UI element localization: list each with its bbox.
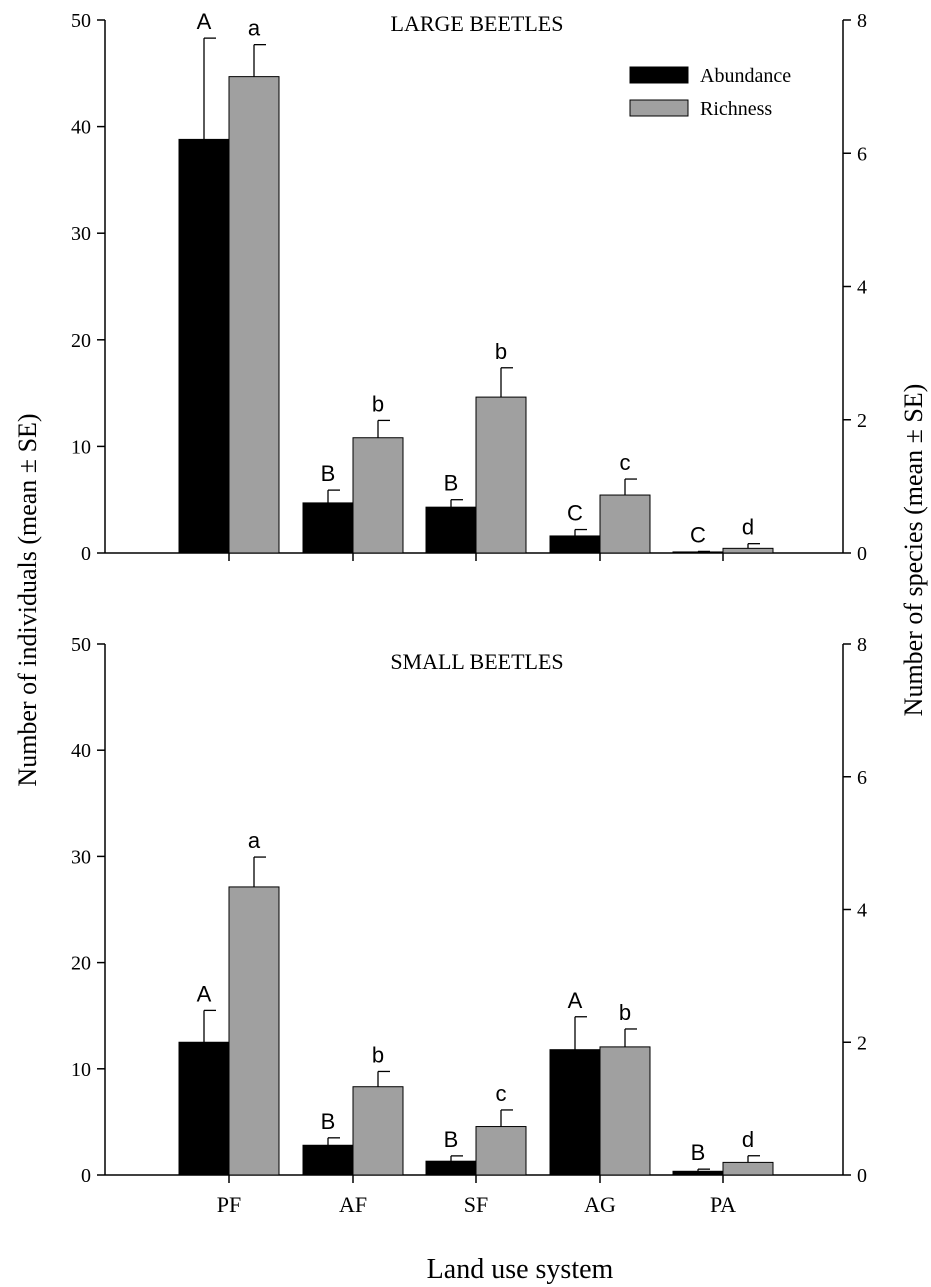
- panel-small-beetles: 0 10 20 30 40 50 0 2 4 6 8 PF AF SF AG PA SMALL BEETLES A…: [71, 634, 867, 1217]
- significance-letter-richness-pf: a: [248, 828, 261, 853]
- y-right-tick-label: 0: [857, 543, 867, 565]
- bar-large-abundance-ag: [549, 535, 601, 554]
- significance-letter-richness-af: b: [372, 1042, 384, 1067]
- x-tick-label-ag: AG: [584, 1192, 616, 1217]
- y-left-tick-label: 50: [71, 10, 91, 32]
- bar-large-richness-pa: [722, 547, 774, 554]
- bar-small-abundance-sf: [425, 1160, 477, 1176]
- y-right-tick-label: 6: [857, 143, 867, 165]
- y-right-tick-label: 2: [857, 410, 867, 432]
- legend-label-richness: Richness: [700, 98, 772, 120]
- bar-large-abundance-sf: [425, 506, 477, 554]
- y-right-tick-label: 0: [857, 1165, 867, 1187]
- bar-small-abundance-pf: [178, 1041, 230, 1176]
- y-left-tick-label: 30: [71, 846, 91, 868]
- significance-letter-abundance-sf: B: [444, 1127, 459, 1152]
- significance-letter-abundance-af: B: [321, 1109, 336, 1134]
- bar-small-abundance-pa: [672, 1170, 724, 1176]
- y-left-tick-label: 0: [81, 1165, 91, 1187]
- x-tick-label-sf: SF: [464, 1192, 488, 1217]
- x-tick-label-pa: PA: [710, 1192, 736, 1217]
- bar-small-richness-pa: [722, 1161, 774, 1176]
- y-right-tick-label: 2: [857, 1032, 867, 1054]
- legend-swatch-richness: [629, 99, 689, 117]
- bar-large-richness-sf: [475, 396, 527, 554]
- y-right-tick-label: 4: [857, 900, 867, 922]
- bar-large-abundance-pf: [178, 138, 230, 554]
- y-left-tick-label: 20: [71, 330, 91, 352]
- y-right-tick-label: 8: [857, 10, 867, 32]
- significance-letter-abundance-pf: A: [197, 9, 212, 34]
- panel-title: SMALL BEETLES: [390, 649, 563, 674]
- y-left-tick-label: 10: [71, 1059, 91, 1081]
- y-right-tick-label: 8: [857, 634, 867, 656]
- significance-letter-abundance-af: B: [321, 461, 336, 486]
- x-tick-label-af: AF: [339, 1192, 367, 1217]
- significance-letter-abundance-pf: A: [197, 981, 212, 1006]
- y-axis-left-label: Number of individuals (mean ± SE): [13, 413, 42, 786]
- bar-large-richness-af: [352, 437, 404, 554]
- significance-letter-abundance-pa: B: [691, 1140, 706, 1165]
- significance-letter-richness-sf: c: [496, 1081, 507, 1106]
- panel-large-beetles: 0 10 20 30 40 50 0 2 4 6 8 LARGE BEETLES A a Bb Bb Cc C d: [71, 9, 867, 565]
- y-left-tick-label: 30: [71, 223, 91, 245]
- y-axis-right-label: Number of species (mean ± SE): [899, 384, 928, 717]
- bar-large-richness-ag: [599, 494, 651, 554]
- significance-letter-richness-ag: c: [620, 450, 631, 475]
- bar-large-abundance-af: [302, 502, 354, 554]
- bar-small-richness-pf: [228, 886, 280, 1176]
- significance-letter-richness-pf: a: [248, 16, 261, 41]
- significance-letter-richness-ag: b: [619, 1000, 631, 1025]
- significance-letter-richness-pa: d: [742, 1127, 754, 1152]
- bar-large-richness-pf: [228, 76, 280, 554]
- y-right-tick-label: 6: [857, 767, 867, 789]
- y-left-tick-label: 10: [71, 436, 91, 458]
- x-tick-label-pf: PF: [217, 1192, 241, 1217]
- significance-letter-richness-pa: d: [742, 515, 754, 540]
- y-left-tick-label: 50: [71, 634, 91, 656]
- bar-small-abundance-ag: [549, 1049, 601, 1176]
- significance-letter-abundance-ag: A: [568, 988, 583, 1013]
- legend-label-abundance: Abundance: [700, 65, 791, 87]
- panel-title: LARGE BEETLES: [391, 11, 564, 36]
- bar-small-richness-sf: [475, 1126, 527, 1176]
- y-right-tick-label: 4: [857, 277, 867, 299]
- y-left-tick-label: 40: [71, 740, 91, 762]
- significance-letter-richness-af: b: [372, 391, 384, 416]
- y-left-tick-label: 0: [81, 543, 91, 565]
- bar-large-abundance-pa: [672, 551, 724, 554]
- significance-letter-abundance-sf: B: [444, 471, 459, 496]
- significance-letter-abundance-pa: C: [690, 522, 706, 547]
- significance-letter-richness-sf: b: [495, 339, 507, 364]
- legend-swatch-abundance: [629, 66, 689, 84]
- y-left-tick-label: 20: [71, 953, 91, 975]
- x-axis-label: Land use system: [427, 1254, 614, 1285]
- bar-small-richness-af: [352, 1086, 404, 1176]
- bar-small-abundance-af: [302, 1144, 354, 1176]
- significance-letter-abundance-ag: C: [567, 501, 583, 526]
- legend: Abundance Richness: [629, 65, 791, 120]
- bar-small-richness-ag: [599, 1046, 651, 1176]
- y-left-tick-label: 40: [71, 117, 91, 139]
